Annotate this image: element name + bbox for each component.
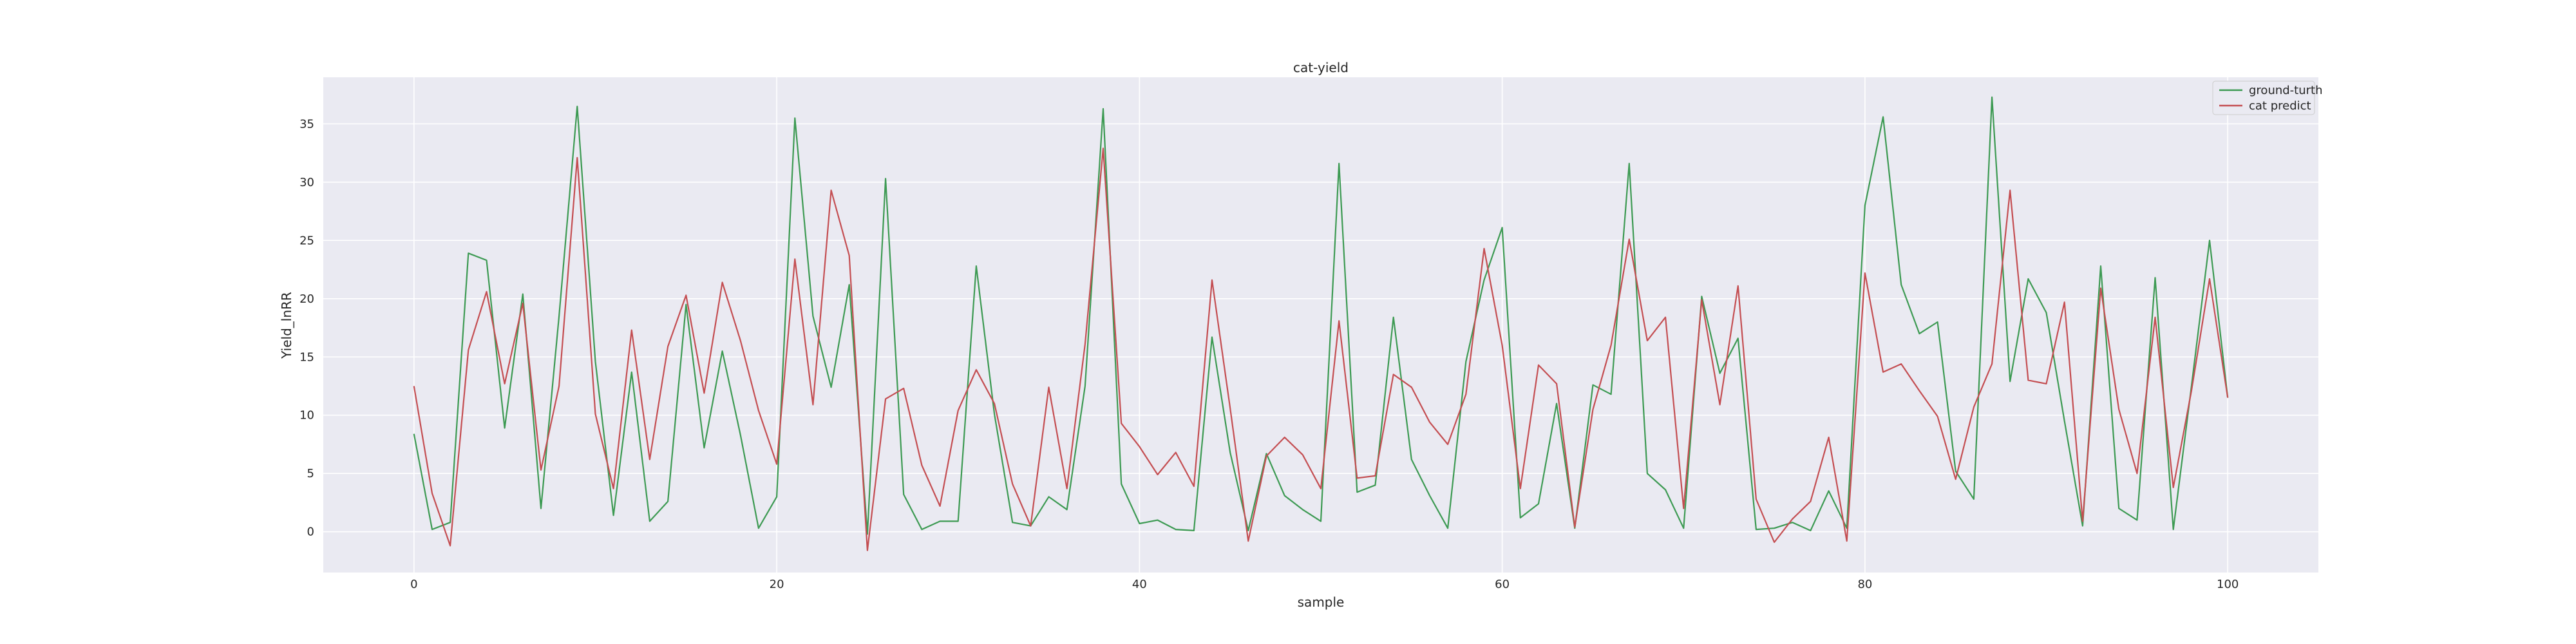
series-line-cat-predict [413,147,2229,551]
x-tick-label: 80 [1857,578,1872,591]
x-tick-labels: 0 20 40 60 80 100 [410,578,2239,591]
x-tick-label: 20 [770,578,784,591]
x-tick-label: 0 [410,578,417,591]
y-tick-label: 20 [299,292,314,306]
x-tick-label: 100 [2217,578,2239,591]
y-axis-label: Yield_lnRR [279,292,294,359]
y-tick-labels: 0 5 10 15 20 25 30 35 [299,117,314,538]
grid-lines [323,77,2318,573]
y-tick-label: 5 [307,467,314,480]
legend-label-ground-turth: ground-turth [2249,84,2323,97]
y-tick-label: 25 [299,234,314,247]
y-tick-label: 30 [299,176,314,189]
series-layer [413,96,2229,551]
y-tick-label: 35 [299,117,314,131]
y-tick-label: 10 [299,409,314,422]
series-line-ground-turth [413,96,2229,535]
y-tick-label: 15 [299,350,314,364]
legend: ground-turth cat predict [2212,80,2323,115]
x-tick-label: 60 [1495,578,1510,591]
plot-background [323,77,2318,573]
x-axis-label: sample [1298,594,1345,610]
x-tick-label: 40 [1132,578,1147,591]
legend-label-cat-predict: cat predict [2249,99,2311,113]
chart-title: cat-yield [1293,60,1349,75]
y-tick-label: 0 [307,526,314,539]
